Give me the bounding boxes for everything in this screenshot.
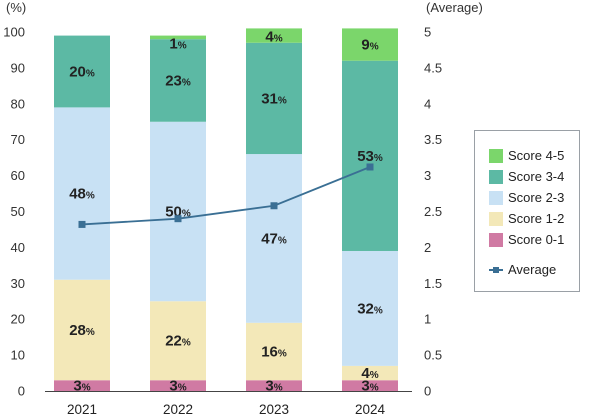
data-label: 53% [357, 148, 383, 165]
legend-item-score-4-5: Score 4-5 [489, 145, 579, 166]
y-right-tick-label: 4 [424, 96, 431, 111]
y-left-tick-label: 90 [11, 60, 25, 75]
data-label: 20% [69, 63, 95, 80]
average-line [81, 166, 371, 226]
bar-segment [150, 301, 206, 381]
y-left-tick-label: 10 [11, 348, 25, 363]
y-left-tick-label: 0 [18, 384, 25, 399]
legend-item-score-3-4: Score 3-4 [489, 166, 579, 187]
y-left-axis-label: (%) [6, 0, 26, 15]
bar-segment [342, 250, 398, 366]
bar-segment [342, 28, 398, 61]
y-right-tick-label: 1 [424, 312, 431, 327]
legend-label-score-4-5: Score 4-5 [508, 148, 565, 163]
legend-average-line-icon [489, 265, 503, 275]
data-label: 3% [361, 378, 378, 395]
data-label: 31% [261, 90, 287, 107]
x-tick-label: 2021 [67, 402, 97, 417]
data-label: 9% [361, 37, 378, 54]
y-right-tick-label: 1.5 [424, 276, 442, 291]
average-point [366, 163, 374, 171]
legend-item-score-0-1: Score 0-1 [489, 229, 579, 250]
y-right-tick-label: 3.5 [424, 132, 442, 147]
y-left-tick-label: 40 [11, 240, 25, 255]
data-label: 4% [265, 28, 282, 45]
bar-segment [150, 35, 206, 40]
legend-swatch-score-4-5 [489, 148, 503, 163]
y-right-axis-label: (Average) [426, 0, 483, 15]
y-right-tick-label: 4.5 [424, 60, 442, 75]
bar-segment [246, 380, 302, 391]
y-right-tick-label: 0 [424, 384, 431, 399]
legend-label-score-1-2: Score 1-2 [508, 211, 565, 226]
chart-legend: Score 4-5 Score 3-4 Score 2-3 Score 1-2 … [474, 130, 580, 292]
data-label: 16% [261, 344, 287, 361]
bar-segment [342, 365, 398, 381]
y-left-tick-label: 80 [11, 96, 25, 111]
y-right-tick-label: 2 [424, 240, 431, 255]
legend-label-score-2-3: Score 2-3 [508, 190, 565, 205]
y-left-tick-label: 60 [11, 168, 25, 183]
bar-segment [246, 322, 302, 381]
bar-segment [246, 28, 302, 43]
legend-swatch-score-3-4 [489, 169, 503, 184]
average-point [270, 202, 278, 210]
bar-segment [342, 380, 398, 391]
bar-segment [246, 154, 302, 323]
y-left-tick-label: 70 [11, 132, 25, 147]
bar-segment [150, 380, 206, 391]
y-left-tick-label: 100 [3, 25, 25, 40]
legend-swatch-score-2-3 [489, 190, 503, 205]
legend-label-score-0-1: Score 0-1 [508, 232, 565, 247]
legend-swatch-score-1-2 [489, 211, 503, 226]
y-right-tick-label: 3 [424, 168, 431, 183]
legend-label-score-3-4: Score 3-4 [508, 169, 565, 184]
x-tick-label: 2023 [259, 402, 289, 417]
legend-label-average: Average [508, 262, 557, 277]
data-label: 4% [361, 365, 378, 382]
data-label: 23% [165, 72, 191, 89]
data-label: 48% [69, 186, 95, 203]
bar-segment [150, 121, 206, 302]
average-point [78, 220, 86, 228]
bar-segment [54, 279, 110, 381]
y-right-tick-label: 0.5 [424, 348, 442, 363]
y-left-tick-label: 50 [11, 204, 25, 219]
y-left-tick-label: 20 [11, 312, 25, 327]
data-label: 50% [165, 204, 191, 221]
legend-item-score-2-3: Score 2-3 [489, 187, 579, 208]
y-right-tick-label: 2.5 [424, 204, 442, 219]
data-label: 3% [265, 378, 282, 395]
x-tick-label: 2024 [355, 402, 386, 417]
legend-item-score-1-2: Score 1-2 [489, 208, 579, 229]
data-label: 47% [261, 230, 287, 247]
data-label: 28% [69, 322, 95, 339]
data-label: 1% [169, 36, 186, 53]
legend-item-average: Average [489, 259, 579, 280]
bar-segment [150, 39, 206, 122]
data-label: 32% [357, 300, 383, 317]
legend-swatch-score-0-1 [489, 232, 503, 247]
bar-segment [54, 35, 110, 108]
data-label: 3% [169, 378, 186, 395]
bar-segment [54, 107, 110, 280]
bar-segment [342, 60, 398, 251]
data-label: 22% [165, 333, 191, 350]
bar-segment [246, 42, 302, 155]
data-label: 3% [73, 378, 90, 395]
y-right-tick-label: 5 [424, 25, 431, 40]
y-left-tick-label: 30 [11, 276, 25, 291]
average-point [174, 215, 182, 223]
x-tick-label: 2022 [163, 402, 193, 417]
bar-segment [54, 380, 110, 391]
